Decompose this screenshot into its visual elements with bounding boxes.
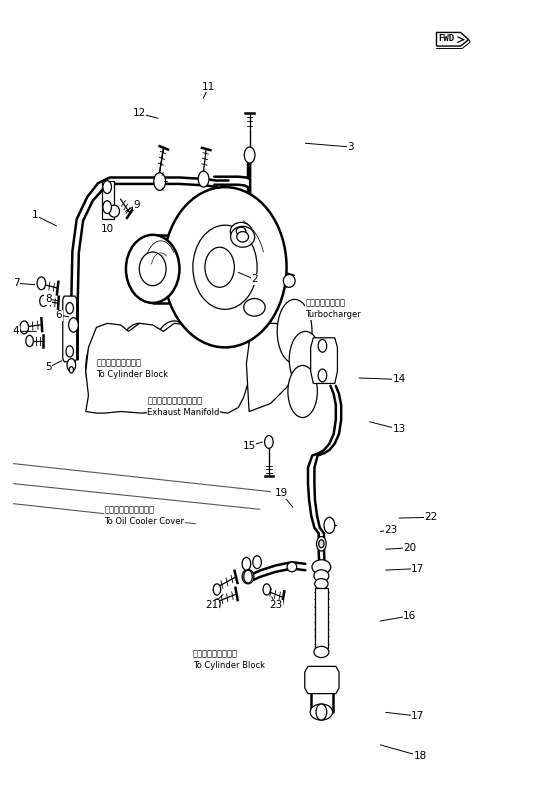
Text: 17: 17 [411,711,424,721]
Text: 23: 23 [269,600,282,610]
Ellipse shape [109,205,120,217]
Circle shape [242,558,250,571]
Ellipse shape [188,325,230,397]
Circle shape [69,318,78,332]
Ellipse shape [314,570,329,582]
Ellipse shape [126,235,180,303]
Circle shape [39,295,47,307]
Ellipse shape [86,332,129,404]
Ellipse shape [312,560,331,575]
Circle shape [253,556,261,569]
Circle shape [318,369,327,382]
Polygon shape [86,324,252,413]
Circle shape [67,358,76,371]
Circle shape [244,571,252,583]
Circle shape [245,147,255,163]
Circle shape [198,171,209,187]
Text: 18: 18 [414,751,427,761]
Ellipse shape [193,225,257,309]
Circle shape [26,336,34,346]
Circle shape [213,583,221,595]
Text: 21: 21 [205,600,218,610]
Text: オイルクーラカバーヘ
To Oil Cooler Cover: オイルクーラカバーヘ To Oil Cooler Cover [104,505,184,526]
Ellipse shape [230,227,255,247]
Text: 7: 7 [13,278,19,288]
Ellipse shape [287,562,296,572]
Ellipse shape [236,228,246,235]
Circle shape [37,277,45,290]
Circle shape [103,201,111,214]
Ellipse shape [314,646,329,658]
Circle shape [318,340,327,352]
Text: 11: 11 [202,82,215,92]
Ellipse shape [230,223,252,240]
Polygon shape [311,338,338,383]
Ellipse shape [310,704,333,720]
Ellipse shape [237,232,248,242]
Circle shape [316,537,326,551]
Text: 5: 5 [45,362,51,373]
Ellipse shape [289,332,321,387]
Text: 23: 23 [384,525,398,535]
Text: 10: 10 [101,224,114,234]
Text: 8: 8 [45,295,51,304]
Polygon shape [246,324,302,412]
Circle shape [316,704,327,720]
Text: 13: 13 [392,424,406,434]
Circle shape [66,303,74,314]
Text: 4: 4 [13,326,19,337]
Ellipse shape [244,299,265,316]
Circle shape [154,173,166,190]
Circle shape [214,599,220,608]
Ellipse shape [153,321,195,393]
Ellipse shape [315,579,328,589]
Text: 14: 14 [392,374,406,384]
Text: 2: 2 [251,274,258,284]
Ellipse shape [163,187,287,347]
Ellipse shape [283,274,295,287]
Circle shape [69,366,74,373]
Ellipse shape [118,324,161,395]
Text: 9: 9 [133,200,140,210]
Text: シリンダブロックヘ
To Cylinder Block: シリンダブロックヘ To Cylinder Block [96,358,168,379]
Ellipse shape [242,570,254,583]
Circle shape [20,321,29,334]
Text: 3: 3 [347,142,354,152]
Text: エキゾーストマニホルド
Exhaust Manifold: エキゾーストマニホルド Exhaust Manifold [147,396,220,417]
Text: FWD: FWD [438,35,454,44]
Circle shape [265,436,273,449]
Polygon shape [437,32,469,46]
Text: 15: 15 [242,441,256,451]
Text: シリンダブロックヘ
To Cylinder Block: シリンダブロックヘ To Cylinder Block [193,650,265,671]
Bar [315,587,328,648]
Text: 22: 22 [425,512,438,522]
Ellipse shape [277,299,312,363]
Bar [102,181,114,220]
Text: 20: 20 [403,543,416,553]
Text: 19: 19 [275,488,288,498]
Ellipse shape [288,366,318,417]
Polygon shape [63,296,77,362]
Text: 17: 17 [411,563,424,574]
Text: ターボチャージャ
Turbocharger: ターボチャージャ Turbocharger [305,299,361,320]
Text: 6: 6 [56,311,62,320]
Circle shape [324,517,335,533]
Circle shape [319,540,324,548]
Text: 16: 16 [403,611,417,621]
Polygon shape [305,667,339,694]
Ellipse shape [205,247,234,287]
Circle shape [103,181,111,194]
Circle shape [263,583,270,595]
Text: 12: 12 [133,108,146,119]
Circle shape [66,345,74,357]
Text: 1: 1 [31,210,38,220]
Ellipse shape [140,252,166,286]
